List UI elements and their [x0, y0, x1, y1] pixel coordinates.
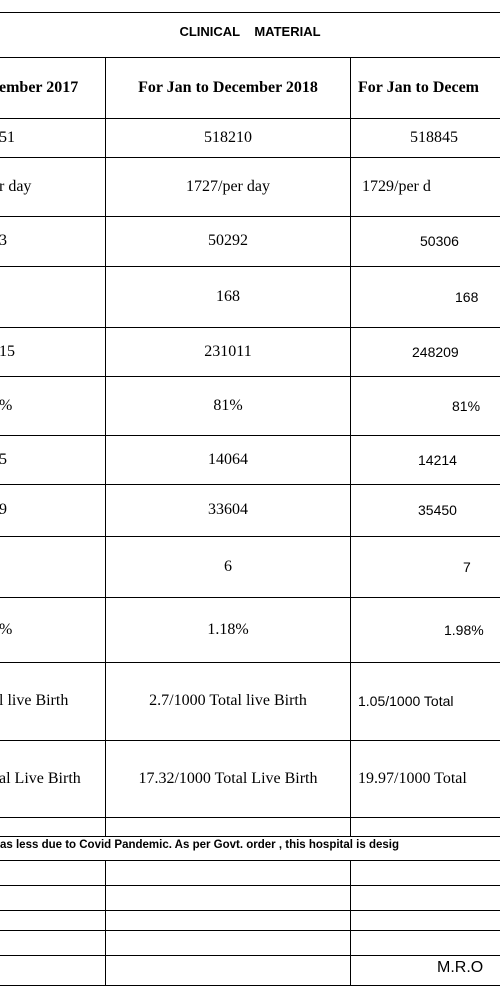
table-cell: 168: [216, 287, 240, 305]
table-cell: 1.18%: [207, 620, 249, 638]
table-cell: 231011: [204, 342, 252, 360]
table-cell: 51: [0, 128, 15, 146]
column-rule: [105, 860, 106, 985]
row-rule: [0, 376, 500, 377]
table-cell: 168: [455, 288, 479, 305]
row-rule: [0, 836, 500, 837]
row-rule: [0, 57, 500, 58]
row-rule: [0, 118, 500, 119]
table-cell: 1.05/1000 Total: [358, 693, 454, 709]
row-rule: [0, 910, 500, 911]
table-cell: 17.32/1000 Total Live Birth: [138, 769, 318, 787]
footnote: as less due to Covid Pandemic. As per Go…: [0, 839, 399, 851]
table-cell: 14214: [418, 451, 457, 468]
table-cell: 15: [0, 342, 15, 360]
table-cell: 7: [463, 558, 471, 575]
table-title: CLINICAL MATERIAL: [179, 24, 321, 39]
table-cell: 1727/per day: [186, 177, 270, 195]
table-cell: %: [0, 620, 13, 638]
table-cell: 3: [0, 232, 7, 249]
column-rule: [350, 860, 351, 985]
table-cell: 518845: [410, 128, 458, 146]
table-cell: al Live Birth: [0, 769, 81, 787]
table-cell: 50306: [420, 233, 459, 249]
column-rule: [350, 57, 351, 836]
table-cell: r day: [0, 177, 32, 195]
table-cell: 81%: [452, 397, 481, 414]
table-cell: 81%: [213, 396, 243, 414]
table-cell: 5: [0, 450, 7, 468]
column-rule: [105, 57, 106, 836]
table-cell: 9: [0, 501, 7, 518]
row-rule: [0, 536, 500, 537]
row-rule: [0, 216, 500, 217]
row-rule: [0, 817, 500, 818]
column-header: ember 2017: [0, 78, 79, 96]
row-rule: [0, 484, 500, 485]
row-rule: [0, 930, 500, 931]
row-rule: [0, 266, 500, 267]
row-rule: [0, 157, 500, 158]
row-rule: [0, 662, 500, 663]
table-cell: 35450: [418, 502, 457, 518]
table-cell: 2.7/1000 Total live Birth: [149, 692, 307, 709]
row-rule: [0, 860, 500, 861]
row-rule: [0, 740, 500, 741]
table-cell: %: [0, 396, 13, 414]
signature: M.R.O: [437, 959, 484, 976]
row-rule: [0, 985, 500, 986]
table-cell: 248209: [412, 343, 459, 360]
row-rule: [0, 597, 500, 598]
table-cell: 19.97/1000 Total: [358, 769, 467, 787]
row-rule: [0, 327, 500, 328]
row-rule: [0, 12, 500, 13]
row-rule: [0, 885, 500, 886]
table-cell: 6: [224, 557, 232, 575]
table-cell: 50292: [208, 232, 248, 249]
table-cell: 33604: [208, 501, 248, 518]
table-cell: l live Birth: [0, 692, 69, 709]
column-header: For Jan to December 2018: [138, 78, 318, 96]
table-cell: 1.98%: [444, 621, 484, 638]
table-cell: 1729/per d: [362, 177, 431, 195]
row-rule: [0, 955, 500, 956]
column-header: For Jan to Decem: [358, 78, 479, 96]
row-rule: [0, 435, 500, 436]
table-cell: 518210: [204, 128, 252, 146]
table-cell: 14064: [208, 450, 248, 468]
